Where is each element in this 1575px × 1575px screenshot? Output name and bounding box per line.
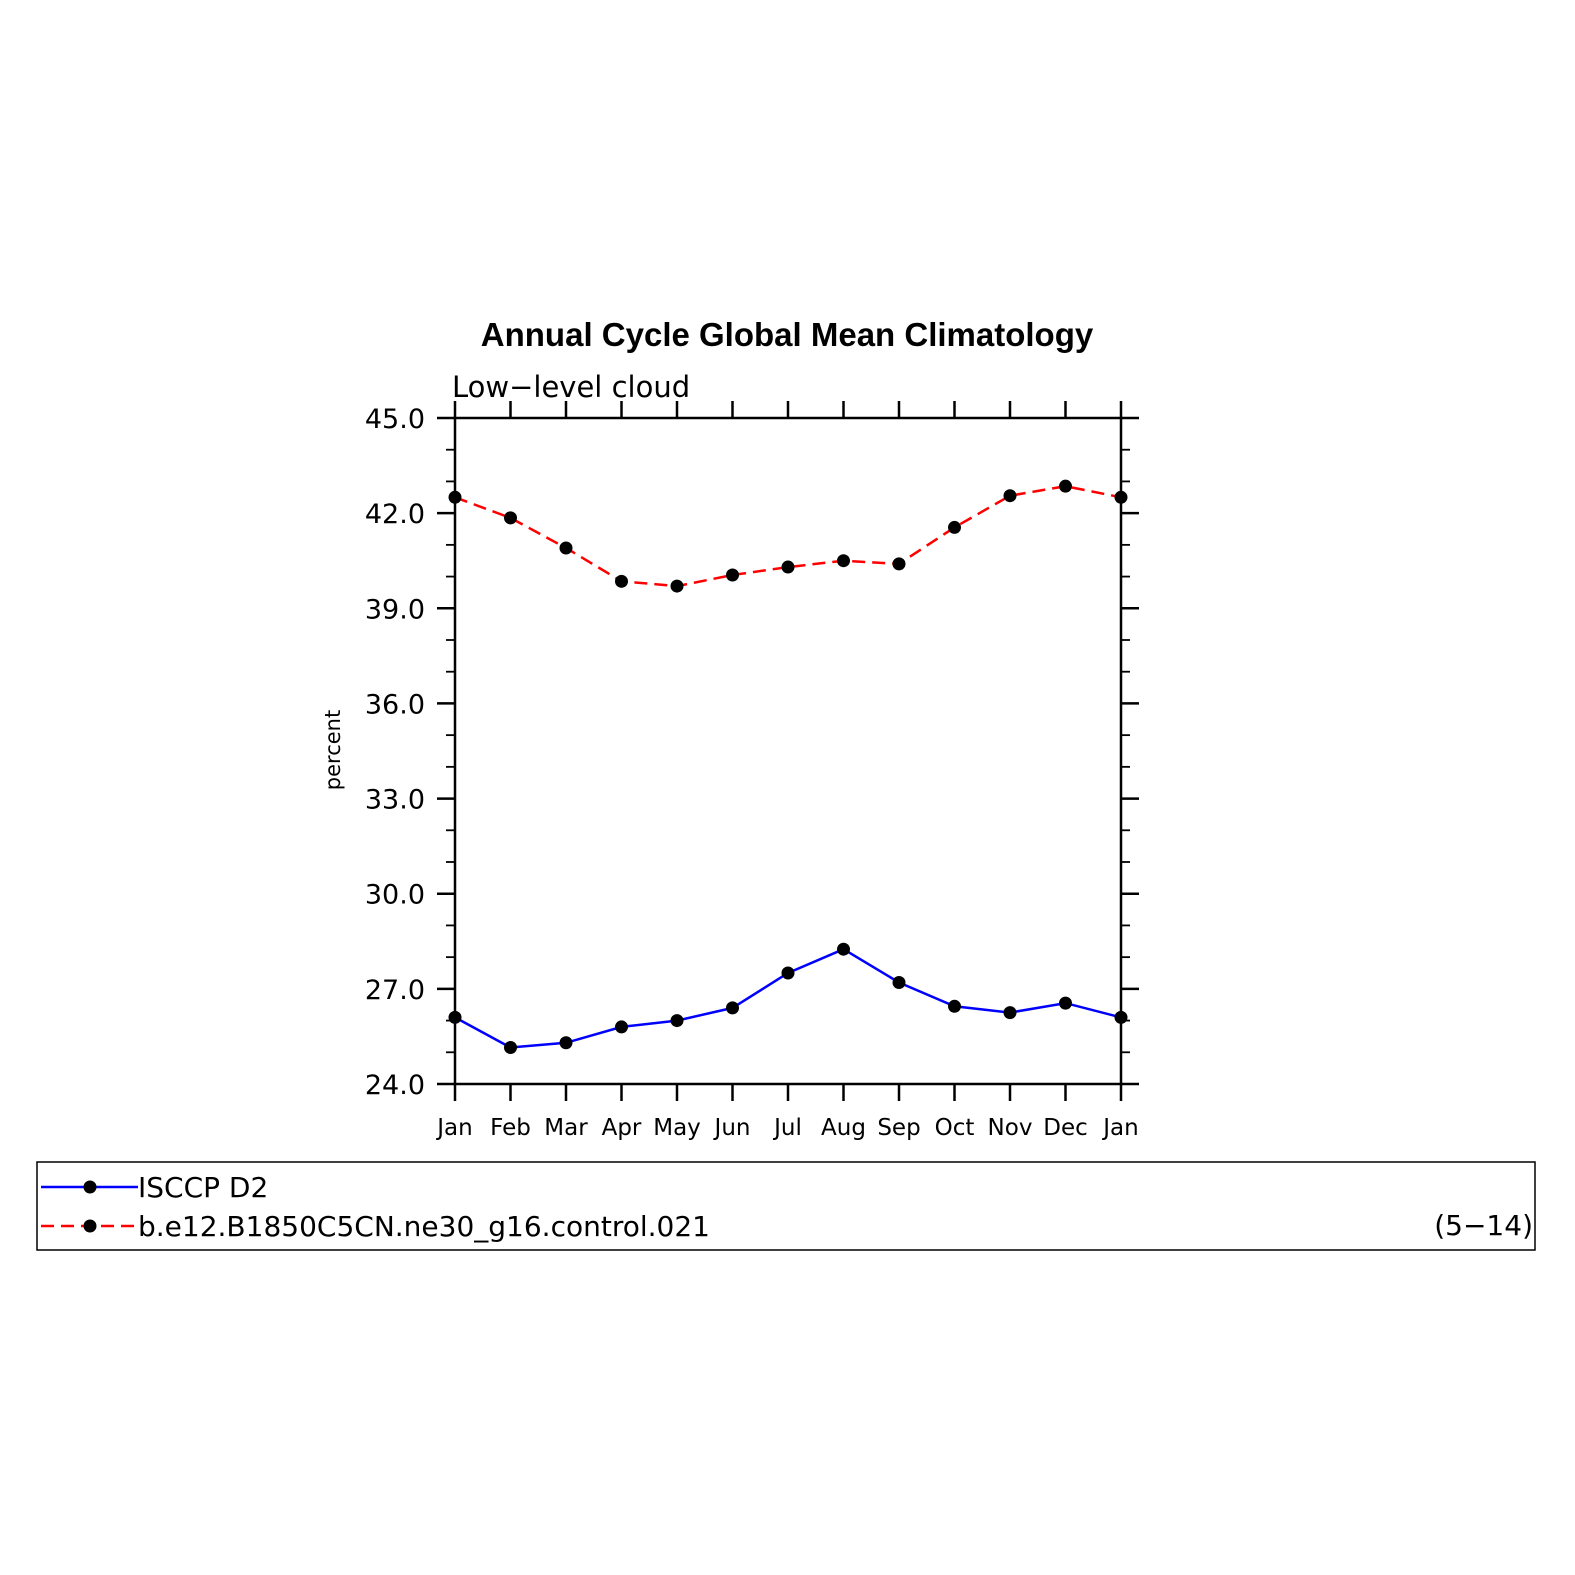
- y-tick-label: 30.0: [365, 880, 425, 911]
- series-1-point: [1059, 996, 1072, 1010]
- series-1-point: [892, 976, 906, 990]
- series-1-point: [837, 942, 850, 956]
- chart-subtitle: Low−level cloud: [452, 370, 690, 404]
- legend-label-2: b.e12.B1850C5CN.ne30_g16.control.021: [138, 1210, 710, 1243]
- x-tick-label: Sep: [877, 1115, 920, 1141]
- y-tick-label: 24.0: [365, 1070, 425, 1101]
- series-1-point: [1114, 1010, 1128, 1024]
- series-1-point: [448, 1010, 462, 1024]
- y-axis-label: percent: [321, 710, 345, 790]
- series-2-point: [1003, 489, 1017, 503]
- y-tick-label: 36.0: [365, 689, 425, 720]
- x-tick-label: Jan: [435, 1115, 472, 1141]
- series-2-point: [615, 574, 628, 588]
- series-2-point: [1059, 479, 1072, 493]
- legend-label-1: ISCCP D2: [138, 1171, 268, 1204]
- legend-marker-1: [83, 1180, 97, 1194]
- y-tick-label: 39.0: [365, 594, 425, 625]
- series-2-point: [1114, 490, 1128, 504]
- chart-title: Annual Cycle Global Mean Climatology: [481, 316, 1094, 353]
- series-2-point: [948, 520, 961, 534]
- y-tick-label: 42.0: [365, 499, 425, 530]
- x-tick-label: Dec: [1043, 1115, 1088, 1141]
- legend-box: [36, 1161, 1536, 1251]
- series-1-point: [504, 1041, 517, 1055]
- x-tick-label: May: [653, 1115, 701, 1141]
- y-tick-label: 33.0: [365, 785, 425, 816]
- series-1-point: [781, 966, 795, 980]
- series-2-point: [726, 568, 739, 582]
- series-1-point: [948, 999, 961, 1013]
- legend-note: (5−14): [1434, 1209, 1533, 1242]
- series-2-point: [559, 541, 573, 555]
- series-2-point: [670, 579, 684, 593]
- series-2-point: [504, 511, 517, 525]
- legend-marker-2: [83, 1219, 97, 1233]
- x-tick-label: Jan: [1101, 1115, 1138, 1141]
- series-1-point: [559, 1036, 573, 1050]
- x-tick-label: Feb: [490, 1115, 531, 1141]
- y-tick-label: 45.0: [365, 404, 425, 435]
- x-tick-label: Apr: [602, 1115, 642, 1141]
- x-tick-label: Aug: [821, 1115, 866, 1141]
- series-2-point: [448, 490, 462, 504]
- series-line-1: [454, 947, 1122, 1049]
- x-tick-label: Nov: [988, 1115, 1033, 1141]
- series-2-point: [781, 560, 795, 574]
- x-tick-label: Oct: [935, 1115, 975, 1141]
- series-2-point: [892, 557, 906, 571]
- y-tick-label: 27.0: [365, 975, 425, 1006]
- series-2-point: [837, 554, 850, 568]
- x-tick-label: Jun: [713, 1115, 751, 1141]
- series-1-point: [726, 1001, 739, 1015]
- series-1-point: [1003, 1006, 1017, 1020]
- series-1-point: [615, 1020, 628, 1034]
- x-tick-label: Jul: [772, 1115, 802, 1141]
- plot-frame: [453, 416, 1123, 1086]
- series-1-point: [670, 1014, 684, 1028]
- x-tick-label: Mar: [544, 1115, 588, 1141]
